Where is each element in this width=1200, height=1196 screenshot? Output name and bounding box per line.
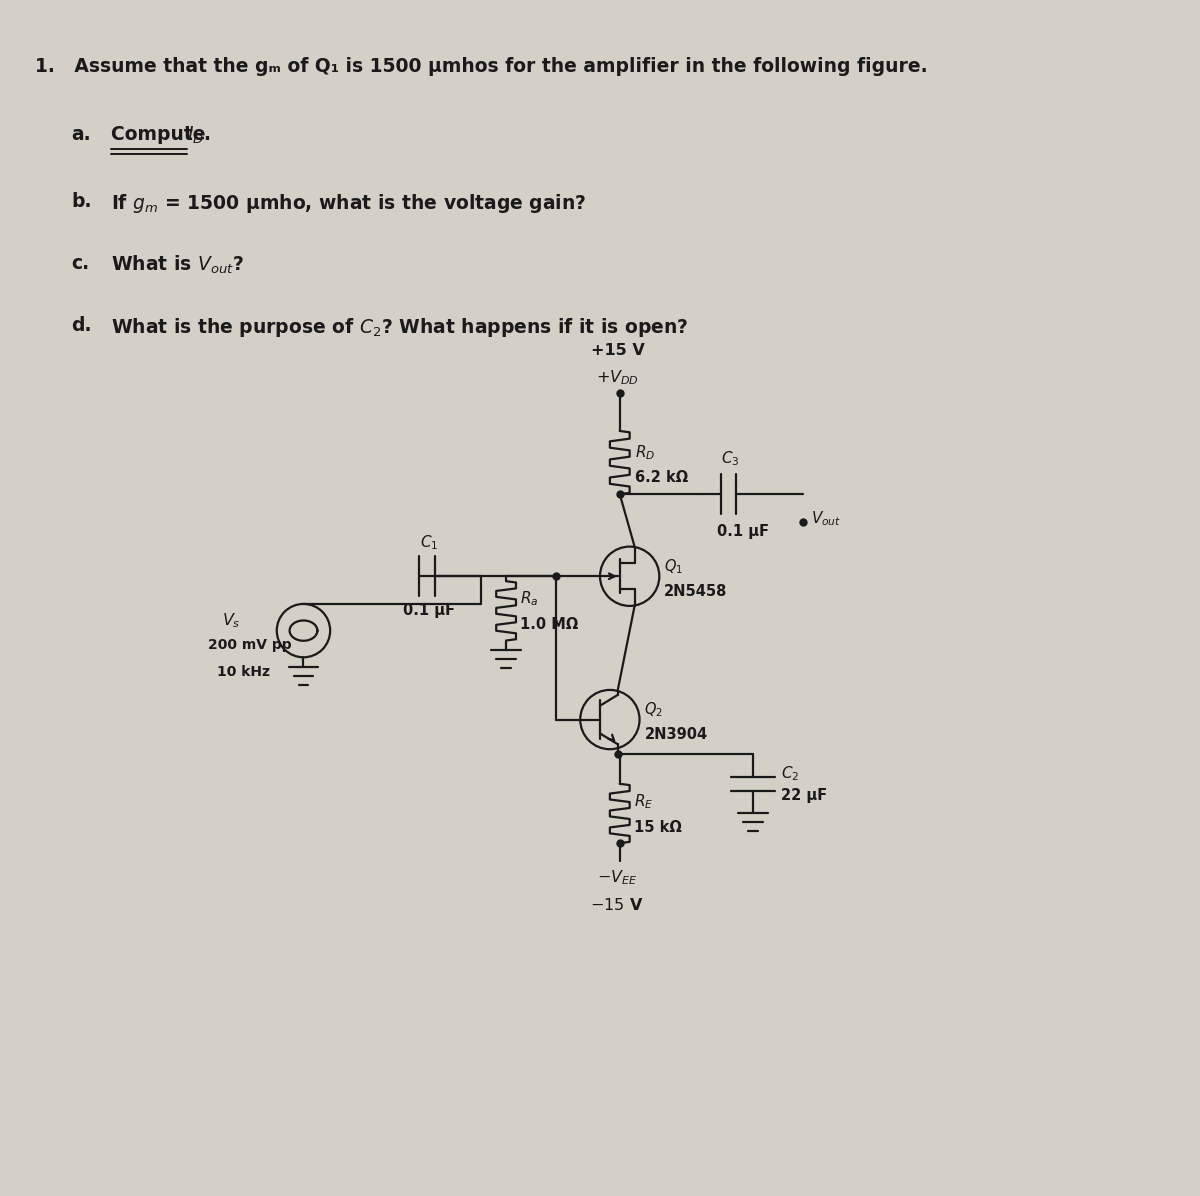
Text: 10 kHz: 10 kHz: [217, 665, 270, 679]
Text: 6.2 kΩ: 6.2 kΩ: [635, 470, 688, 484]
Text: $V_s$: $V_s$: [222, 611, 241, 630]
Text: $R_a$: $R_a$: [520, 590, 539, 609]
Text: What is the purpose of $C_2$? What happens if it is open?: What is the purpose of $C_2$? What happe…: [110, 316, 688, 340]
Text: $Q_2$: $Q_2$: [644, 701, 664, 719]
Text: What is $V_{out}$?: What is $V_{out}$?: [110, 254, 244, 276]
Text: If $g_m$ = 1500 μmho, what is the voltage gain?: If $g_m$ = 1500 μmho, what is the voltag…: [110, 191, 586, 215]
Text: $C_3$: $C_3$: [721, 448, 739, 468]
Text: $C_2$: $C_2$: [781, 764, 799, 783]
Text: +15 V: +15 V: [590, 343, 644, 358]
Text: 0.1 μF: 0.1 μF: [403, 603, 455, 618]
Text: $C_1$: $C_1$: [420, 533, 438, 551]
Text: d.: d.: [71, 316, 91, 335]
Text: $Q_1$: $Q_1$: [665, 557, 683, 575]
Text: 1.   Assume that the gₘ of Q₁ is 1500 μmhos for the amplifier in the following f: 1. Assume that the gₘ of Q₁ is 1500 μmho…: [35, 57, 928, 77]
Text: 2N5458: 2N5458: [665, 584, 727, 598]
Text: $R_D$: $R_D$: [635, 444, 655, 462]
Text: Compute: Compute: [110, 124, 211, 144]
Text: 15 kΩ: 15 kΩ: [634, 819, 682, 835]
Text: $R_E$: $R_E$: [634, 792, 653, 811]
Text: c.: c.: [71, 254, 89, 273]
Text: $+V_{DD}$: $+V_{DD}$: [596, 368, 640, 388]
Text: 22 μF: 22 μF: [781, 788, 827, 804]
Text: 200 mV pp: 200 mV pp: [208, 639, 292, 653]
Text: 1.0 MΩ: 1.0 MΩ: [520, 617, 578, 633]
Text: $-15$ V: $-15$ V: [590, 897, 643, 914]
Text: a.: a.: [71, 124, 91, 144]
Text: $V_{out}$: $V_{out}$: [810, 509, 841, 529]
Text: 2N3904: 2N3904: [644, 727, 708, 742]
Text: $I_D$.: $I_D$.: [187, 124, 210, 146]
Text: 0.1 μF: 0.1 μF: [718, 524, 769, 539]
Text: b.: b.: [71, 191, 91, 210]
Text: $-V_{EE}$: $-V_{EE}$: [596, 868, 637, 886]
